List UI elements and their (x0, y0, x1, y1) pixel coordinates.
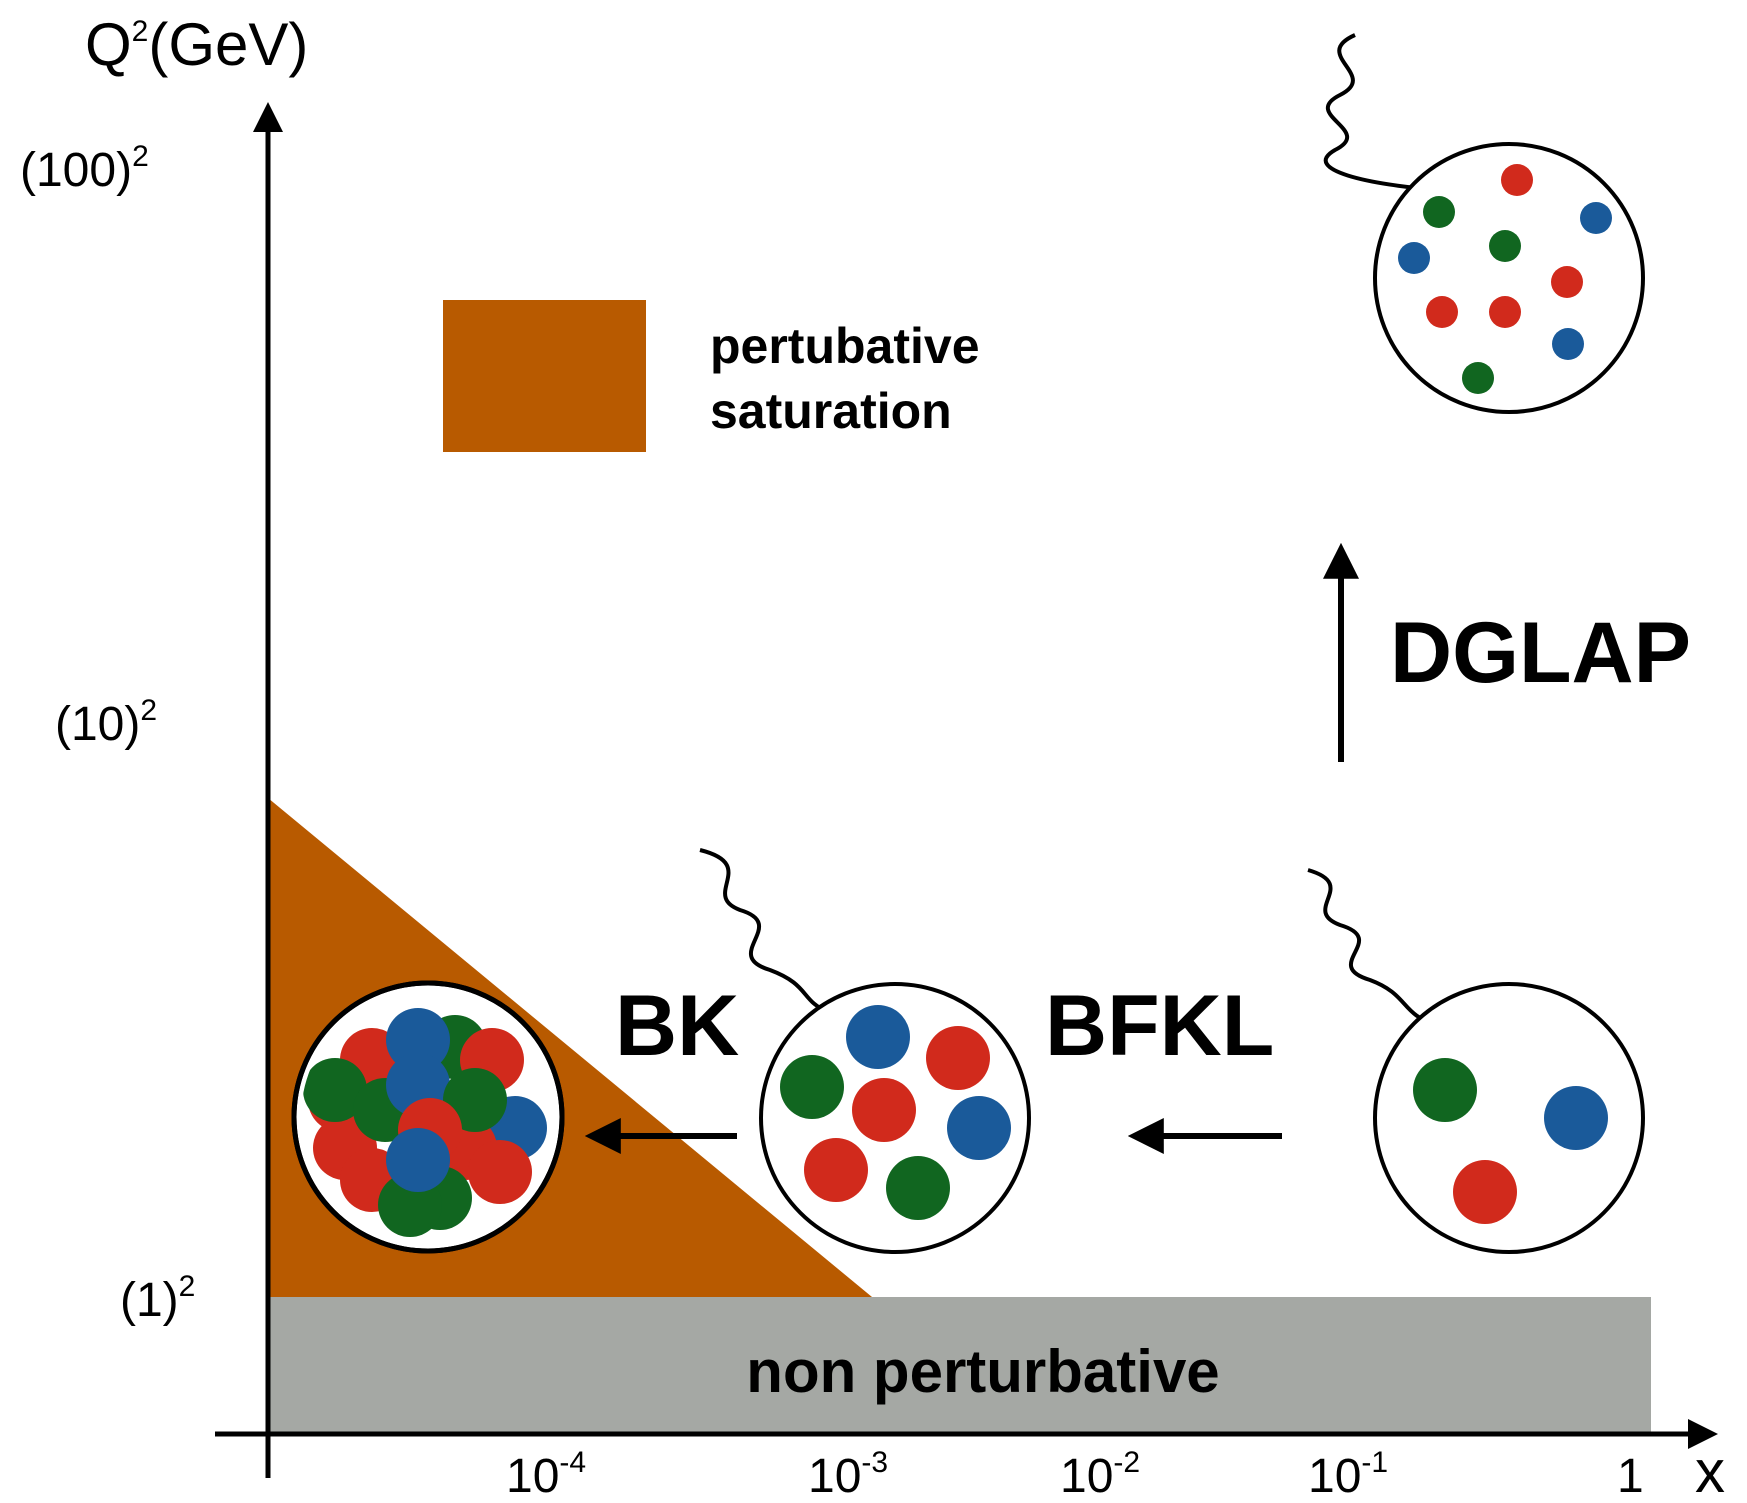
bfkl-label: BFKL (1045, 978, 1274, 1074)
x-tick-label: 1 (1617, 1450, 1644, 1498)
y-tick-label: (10)2 (55, 694, 157, 751)
parton-green (1489, 230, 1521, 262)
parton-blue (846, 1005, 910, 1069)
x-tick-label: 10-1 (1308, 1446, 1388, 1498)
x-axis-title: x (1695, 1438, 1725, 1498)
photon-wiggle-right (1307, 868, 1439, 1027)
y-tick-label: (100)2 (20, 140, 149, 197)
photon-wiggle-middle (699, 848, 829, 1014)
hadron-saturated (291, 980, 565, 1254)
non-perturbative-label: non perturbative (746, 1338, 1219, 1405)
parton-blue (947, 1096, 1011, 1160)
parton-red (1489, 296, 1521, 328)
parton-green (886, 1156, 950, 1220)
parton-red (852, 1078, 916, 1142)
y-tick-label: (1)2 (120, 1270, 195, 1327)
bk-label: BK (615, 978, 739, 1074)
parton-blue (1544, 1086, 1608, 1150)
parton-red (926, 1026, 990, 1090)
parton-blue (1552, 328, 1584, 360)
parton-green (1423, 196, 1455, 228)
parton-green (1413, 1058, 1477, 1122)
hadron-dilute-high-q2 (1373, 142, 1645, 414)
non-perturbative-region (268, 1297, 1651, 1434)
y-axis-title: Q2(GeV) (85, 11, 308, 78)
parton-blue (1398, 242, 1430, 274)
hadron-dilute-low-q2 (1373, 982, 1645, 1254)
saturation-legend-label-line2: saturation (710, 383, 952, 439)
parton-green (780, 1055, 844, 1119)
dglap-label: DGLAP (1390, 605, 1691, 701)
parton-red (1551, 266, 1583, 298)
x-tick-label: 10-2 (1060, 1446, 1140, 1498)
hadron-intermediate (759, 982, 1031, 1254)
parton-red (1501, 164, 1533, 196)
x-tick-label: 10-4 (506, 1446, 586, 1498)
parton-red (1426, 296, 1458, 328)
parton-red (1453, 1160, 1517, 1224)
saturation-legend-swatch (443, 300, 646, 452)
parton-green (1462, 362, 1494, 394)
parton-blue (1580, 202, 1612, 234)
x-tick-label: 10-3 (808, 1446, 888, 1498)
parton-red (804, 1138, 868, 1202)
saturation-legend-label-line1: pertubative (710, 318, 980, 374)
